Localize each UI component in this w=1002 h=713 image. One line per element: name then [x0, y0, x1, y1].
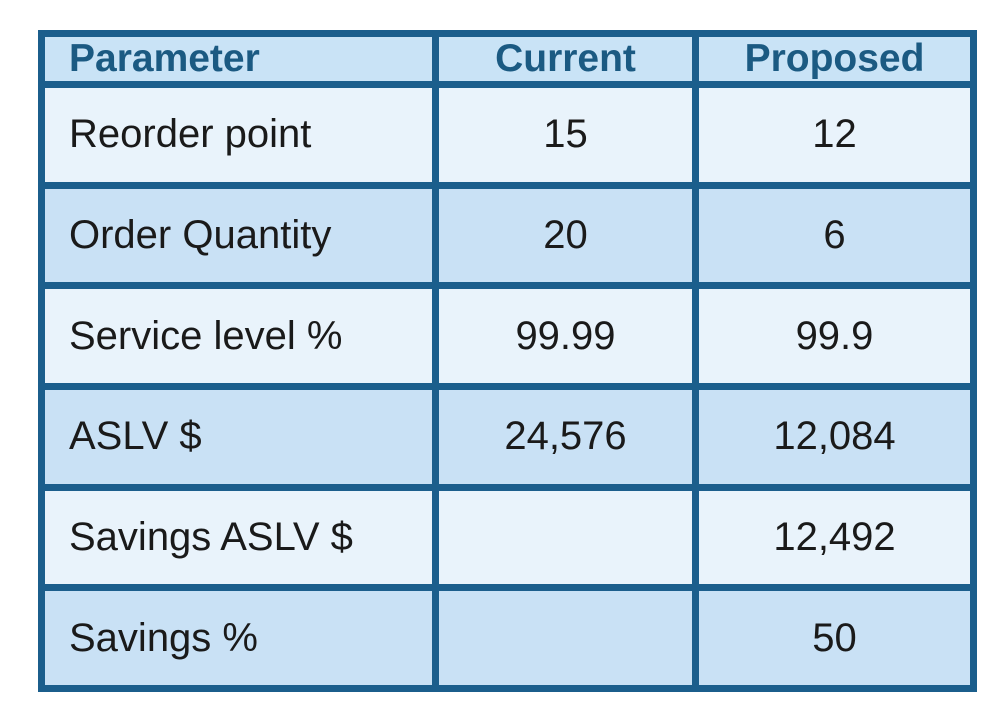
table-row: Savings ASLV $ 12,492 — [38, 483, 977, 592]
table-cell: 24,576 — [432, 382, 699, 491]
table-cell: ASLV $ — [38, 382, 439, 491]
table-row: Reorder point 15 12 — [38, 81, 977, 189]
table-row: Savings % 50 — [38, 584, 977, 692]
table-cell: 15 — [432, 81, 699, 189]
table-cell — [432, 584, 699, 692]
table-cell: 12,084 — [692, 382, 977, 491]
table-cell: Reorder point — [38, 81, 439, 189]
table-header: Parameter Current Proposed — [38, 30, 977, 88]
table-cell: Order Quantity — [38, 181, 439, 290]
table-cell: Savings ASLV $ — [38, 483, 439, 592]
table-cell: 50 — [692, 584, 977, 692]
table-row: ASLV $24,576 12,084 — [38, 382, 977, 491]
table-cell: 99.9 — [692, 282, 977, 390]
table-row: Order Quantity 20 6 — [38, 181, 977, 290]
table-cell: 99.99 — [432, 282, 699, 390]
table-row: Service level % 99.99 99.9 — [38, 282, 977, 390]
header-cell: Parameter — [38, 30, 439, 88]
table-cell: 12,492 — [692, 483, 977, 592]
header-cell: Current — [432, 30, 699, 88]
header-row: Parameter Current Proposed — [38, 30, 977, 88]
table-cell: 6 — [692, 181, 977, 290]
table-cell — [432, 483, 699, 592]
table-body: Reorder point 15 12 Order Quantity 20 6 Servic… — [38, 81, 977, 692]
header-cell: Proposed — [692, 30, 977, 88]
table-cell: 20 — [432, 181, 699, 290]
table-cell: Savings % — [38, 584, 439, 692]
parameter-table: Parameter Current Proposed Reorder point 15… — [38, 30, 977, 692]
table-cell: Service level % — [38, 282, 439, 390]
table-cell: 12 — [692, 81, 977, 189]
